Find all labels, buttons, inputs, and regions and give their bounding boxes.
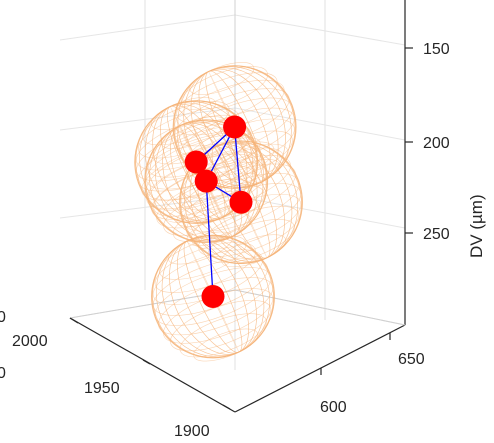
data-point	[229, 190, 253, 214]
sphere-parallel	[167, 231, 233, 265]
box-edge	[234, 324, 406, 413]
cut-tick-label: 0	[0, 309, 6, 326]
z-tick-label: 200	[423, 135, 450, 152]
z-tick-label: 250	[423, 226, 450, 243]
sphere-parallel	[154, 267, 272, 326]
y-tick-label: 600	[320, 399, 347, 416]
sphere-wireframe	[144, 116, 269, 246]
x-tick-label: 2000	[12, 333, 48, 350]
axis-labels: 150 200 250 2000 1950 1900 650 600 0 0 D…	[0, 41, 486, 440]
sphere-parallel	[193, 328, 259, 362]
grid-line	[59, 107, 236, 131]
sphere-wireframe	[151, 231, 275, 362]
sphere-parallel	[221, 234, 287, 268]
sphere-parallel	[170, 300, 272, 352]
grid-line	[234, 107, 406, 141]
data-point	[223, 115, 247, 139]
grid-line	[234, 14, 406, 46]
sphere-wireframe	[179, 137, 303, 268]
data-point	[194, 169, 218, 193]
x-tick-label: 1900	[174, 423, 210, 440]
sphere-parallel	[172, 197, 260, 242]
data-point	[201, 285, 225, 309]
x-tick-mark	[142, 359, 151, 365]
connection-line	[205, 181, 214, 297]
grid-line	[59, 195, 236, 219]
sphere-wireframes	[134, 62, 303, 362]
box-edge	[234, 289, 406, 326]
sphere-parallel	[207, 219, 295, 264]
sphere-parallel	[179, 313, 267, 358]
z-axis-label: DV (µm)	[467, 194, 486, 258]
x-tick-mark	[222, 404, 231, 410]
axis-box	[69, 0, 406, 413]
sphere-parallel	[182, 172, 300, 232]
x-tick-label: 1950	[84, 380, 120, 397]
data-point	[184, 150, 208, 174]
axis-ticks	[69, 47, 413, 410]
sphere-parallel	[189, 62, 255, 95]
cut-tick-label: 0	[0, 365, 6, 382]
x-tick-mark	[69, 317, 79, 324]
grid-line	[59, 14, 236, 41]
z-tick-label: 150	[423, 41, 450, 58]
y-tick-label: 650	[398, 351, 425, 368]
connection-line	[233, 126, 242, 203]
data-points	[184, 115, 253, 309]
box-edge	[69, 317, 236, 413]
